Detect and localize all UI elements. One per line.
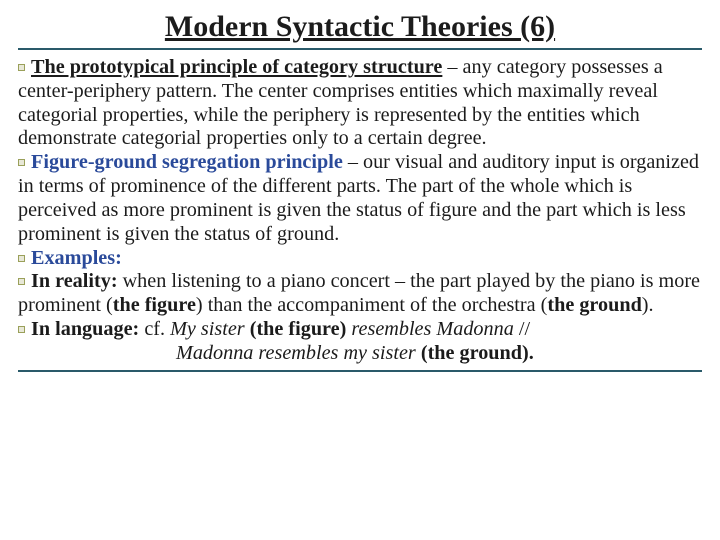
reality-t3: ). [642,294,654,316]
lang-mid1: (the figure) [245,318,352,340]
footer-rule [18,370,702,372]
reality-lead: In reality: [31,270,118,292]
reality-figure: the figure [113,294,196,316]
bullet-icon [18,64,25,71]
examples-label-row: Examples: [18,247,702,271]
lead-figure-ground: Figure-ground segregation principle [31,151,343,173]
example-reality: In reality: when listening to a piano co… [18,270,702,318]
lang-line2: Madonna resembles my sister (the ground)… [18,342,702,366]
bullet-icon [18,159,25,166]
lang-cf: cf. [139,318,170,340]
paragraph-prototypical: The prototypical principle of category s… [18,56,702,151]
lang-s2: resembles Madonna [351,318,513,340]
lang-sep: // [514,318,530,340]
reality-ground: the ground [547,294,641,316]
lang-lead: In language: [31,318,139,340]
bullet-icon [18,255,25,262]
lang-s1: My sister [170,318,245,340]
title-bar: Modern Syntactic Theories (6) [18,8,702,50]
bullet-icon [18,278,25,285]
slide-title: Modern Syntactic Theories (6) [165,10,555,43]
lang-tail: (the ground). [416,342,534,364]
slide-body: The prototypical principle of category s… [18,56,702,366]
examples-label: Examples: [31,247,122,269]
example-language: In language: cf. My sister (the figure) … [18,318,702,366]
bullet-icon [18,326,25,333]
lead-prototypical: The prototypical principle of category s… [31,56,442,78]
lang-s3: Madonna resembles my sister [176,342,416,364]
reality-t2: ) than the accompaniment of the orchestr… [196,294,547,316]
paragraph-figure-ground: Figure-ground segregation principle – ou… [18,151,702,246]
